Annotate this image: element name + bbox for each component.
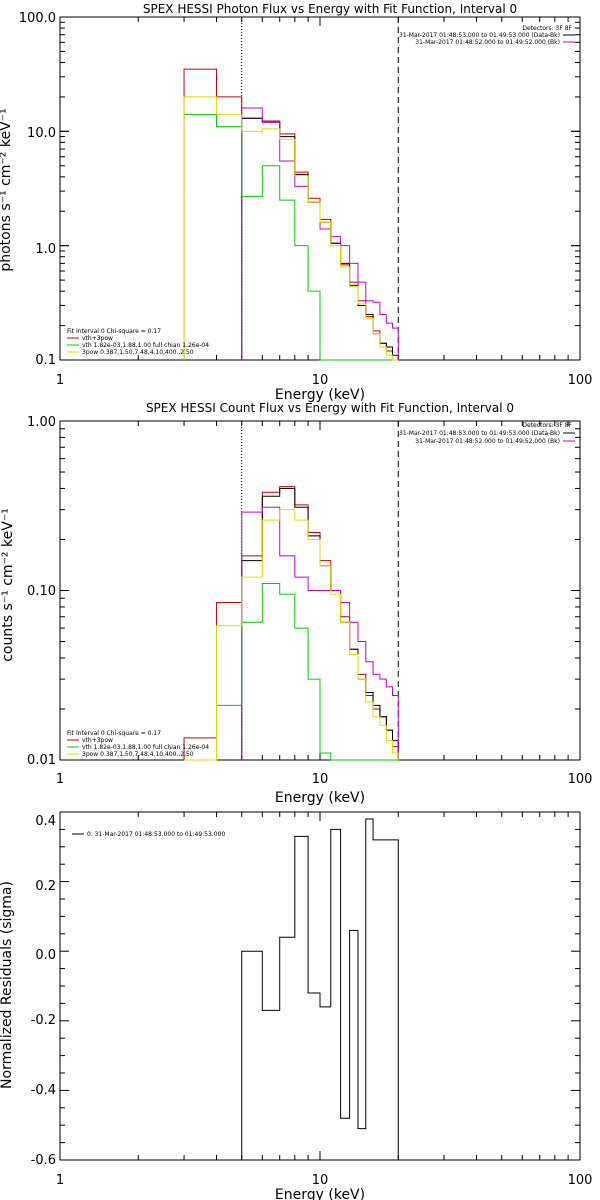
photon-y-tick-label: 1.0 (35, 242, 56, 257)
photon-fit-entry: vth 1.82e-03,1.88,1.00 full chian 1.26e-… (82, 342, 209, 349)
count-series-vth (184, 582, 399, 761)
count-fit-entry: vth+3pow (82, 737, 113, 744)
photon-y-tick-label: 100.0 (19, 11, 56, 26)
count-y-tick-label: 0.01 (27, 753, 56, 768)
photon-x-tick-label: 10 (312, 373, 329, 388)
count-fit-header: Fit Interval 0 Chi-square = 0.17 (67, 730, 161, 737)
photon-series-data-bk (241, 117, 399, 360)
count-x-tick-label: 100 (568, 772, 593, 787)
count-fit-entry: vth 1.82e-03,1.88,1.00 full chian 1.26e-… (82, 744, 209, 751)
count-x-tick-label: 1 (56, 772, 64, 787)
count-legend-bottom: Fit Interval 0 Chi-square = 0.17 vth+3po… (67, 730, 209, 758)
photon-fit-header: Fit Interval 0 Chi-square = 0.17 (67, 328, 161, 335)
photon-flux-panel: SPEX HESSI Photon Flux vs Energy with Fi… (0, 2, 592, 403)
residuals-x-tick-label: 10 (312, 1173, 329, 1188)
count-series (183, 486, 399, 761)
residuals-x-tick-label: 100 (568, 1173, 593, 1188)
count-legend-header: Detectors: 3F 8F (522, 422, 572, 429)
count-x-tick-label: 10 (312, 772, 329, 787)
residuals-x-axis-label: Energy (keV) (275, 1187, 365, 1200)
count-y-tick-label: 0.10 (27, 584, 56, 599)
count-fit-entry: 3pow 0.387,1.50,7.48,4.10,400.,2.50 (82, 751, 194, 758)
photon-series-3pow (183, 96, 399, 361)
photon-x-axis-label: Energy (keV) (275, 387, 365, 403)
photon-y-tick-label: 0.1 (35, 353, 56, 368)
count-flux-panel: SPEX HESSI Count Flux vs Energy with Fit… (0, 401, 592, 806)
count-y-axis-label: counts s⁻¹ cm⁻² keV⁻¹ (0, 508, 16, 662)
residuals-y-tick-label: 0.2 (35, 879, 56, 894)
count-x-axis-label: Energy (keV) (275, 790, 365, 806)
photon-legend-top: Detectors: 3F 8F 31-Mar-2017 01:48:53.00… (399, 25, 575, 46)
photon-series-vth (183, 114, 399, 361)
photon-fit-entry: 3pow 0.387,1.50,7.48,4.10,400.,2.50 (82, 349, 194, 356)
photon-legend-entry: 31-Mar-2017 01:48:52.000 to 01:49:52.000… (415, 39, 560, 46)
count-series-3pow (184, 509, 399, 761)
count-legend-entry: 31-Mar-2017 01:48:53.000 to 01:49:53.000… (399, 430, 560, 437)
count-y-tick-label: 1.00 (27, 415, 56, 430)
residuals-y-axis-label: Normalized Residuals (sigma) (0, 881, 15, 1089)
count-legend-top: Detectors: 3F 8F 31-Mar-2017 01:48:53.00… (399, 422, 575, 445)
count-series-bk (241, 506, 399, 760)
count-chart-title: SPEX HESSI Count Flux vs Energy with Fit… (146, 401, 514, 415)
photon-legend-entry: 31-Mar-2017 01:48:53.000 to 01:49:53.000… (399, 32, 560, 39)
photon-x-tick-label: 1 (56, 373, 64, 388)
residuals-legend: 0. 31-Mar-2017 01:48:53.000 to 01:49:53.… (72, 831, 225, 838)
photon-y-axis-label: photons s⁻¹ cm⁻² keV⁻¹ (0, 108, 14, 271)
photon-ticks (59, 16, 581, 361)
residuals-ticks (59, 811, 581, 1161)
photon-x-tick-label: 100 (568, 373, 593, 388)
residuals-series-0-31-mar-2017-01-48-53-000-to-01-49-53-000 (241, 818, 399, 1160)
residuals-y-tick-label: -0.4 (31, 1083, 56, 1098)
residuals-x-tick-label: 1 (56, 1173, 64, 1188)
residuals-plot-frame (59, 811, 581, 1161)
residuals-y-tick-label: -0.2 (31, 1013, 56, 1028)
photon-legend-header: Detectors: 3F 8F (522, 25, 572, 32)
photon-legend-bottom: Fit Interval 0 Chi-square = 0.17 vth+3po… (67, 328, 209, 356)
residuals-y-tick-label: -0.6 (31, 1153, 56, 1168)
photon-y-tick-label: 10.0 (27, 126, 56, 141)
photon-fit-entry: vth+3pow (82, 335, 113, 342)
photon-chart-title: SPEX HESSI Photon Flux vs Energy with Fi… (143, 2, 517, 16)
residuals-y-tick-label: 0.4 (35, 814, 56, 829)
residuals-y-tick-label: 0.0 (35, 948, 56, 963)
residuals-legend-entry: 0. 31-Mar-2017 01:48:53.000 to 01:49:53.… (87, 831, 225, 838)
count-legend-entry: 31-Mar-2017 01:48:52.000 to 01:49:52.000… (415, 438, 560, 445)
photon-series (183, 68, 399, 361)
photon-series-bk (241, 107, 399, 360)
residuals-series (241, 818, 399, 1160)
residuals-panel: -0.6 -0.4 -0.2 0.0 0.2 0.4 1 10 100 Ener… (0, 811, 593, 1200)
